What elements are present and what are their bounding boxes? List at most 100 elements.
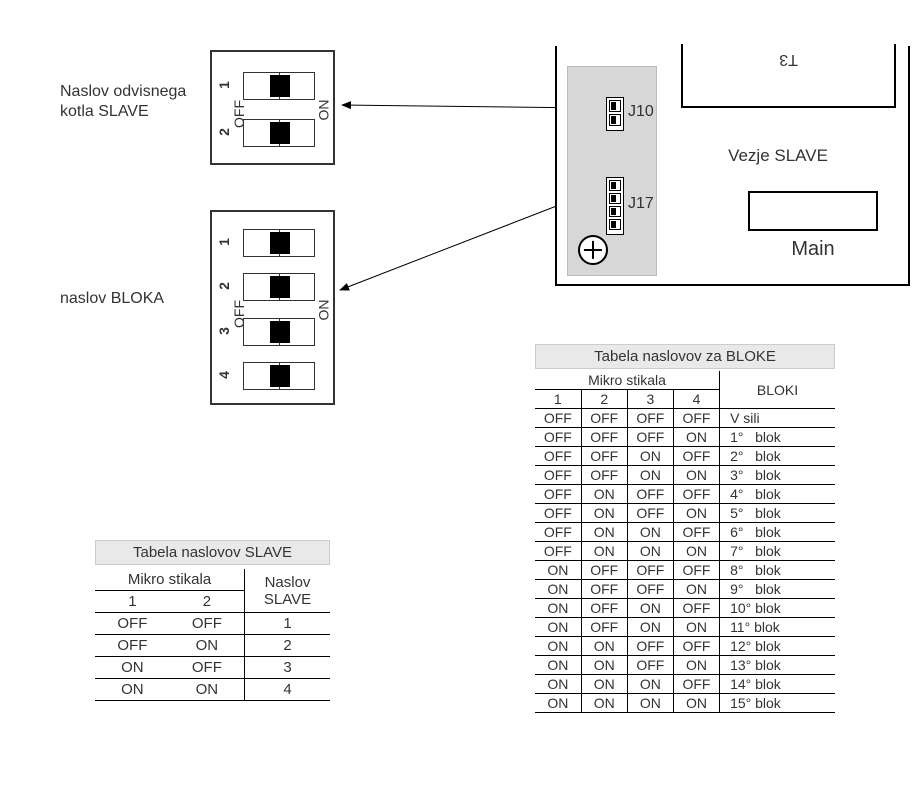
- cell-bloki: 1° blok: [720, 428, 835, 447]
- label-j17: J17: [628, 195, 654, 213]
- cell: OFF: [95, 613, 170, 635]
- cell: ON: [581, 675, 627, 694]
- cell-bloki: 12° blok: [720, 637, 835, 656]
- label-main: Main: [748, 238, 878, 261]
- hdr-col: 1: [535, 390, 581, 409]
- cell: 2: [245, 635, 330, 657]
- cell: ON: [535, 637, 581, 656]
- cell: OFF: [627, 656, 673, 675]
- cell: OFF: [535, 542, 581, 561]
- cell: OFF: [581, 447, 627, 466]
- hdr-naslov: Naslov SLAVE: [245, 569, 330, 613]
- connector-pin: [609, 206, 621, 217]
- cell: OFF: [535, 523, 581, 542]
- table-row: OFFONOFFOFF4° blok: [535, 485, 835, 504]
- cell: ON: [581, 504, 627, 523]
- table-block-wrap: Tabela naslovov za BLOKE Mikro stikalaBL…: [535, 344, 835, 713]
- pcb-cutout: T3: [681, 44, 896, 108]
- cell: ON: [627, 675, 673, 694]
- cell: OFF: [673, 599, 719, 618]
- cell-bloki: V sili: [720, 409, 835, 428]
- cell-bloki: 15° blok: [720, 694, 835, 713]
- cell-bloki: 2° blok: [720, 447, 835, 466]
- table-row: ONONOFFON13° blok: [535, 656, 835, 675]
- cell: ON: [627, 694, 673, 713]
- cell: OFF: [581, 466, 627, 485]
- cell: OFF: [627, 428, 673, 447]
- cell: OFF: [673, 409, 719, 428]
- cell: ON: [627, 466, 673, 485]
- table-row: OFFOFFOFFON1° blok: [535, 428, 835, 447]
- cell: OFF: [95, 635, 170, 657]
- table-row: ONOFFOFFOFF8° blok: [535, 561, 835, 580]
- cell: ON: [627, 599, 673, 618]
- cell: OFF: [535, 466, 581, 485]
- hdr-mikro: Mikro stikala: [95, 569, 245, 591]
- cell: ON: [673, 428, 719, 447]
- pcb-shaded-area: J10 J17: [567, 66, 657, 276]
- arrow-j17: [340, 193, 590, 290]
- cell-bloki: 10° blok: [720, 599, 835, 618]
- cell: OFF: [535, 428, 581, 447]
- table-row: OFFOFFONOFF2° blok: [535, 447, 835, 466]
- cell: OFF: [170, 657, 245, 679]
- cell: OFF: [581, 618, 627, 637]
- cell: OFF: [627, 485, 673, 504]
- cell: ON: [673, 618, 719, 637]
- cell: OFF: [581, 428, 627, 447]
- table-row: OFFONONON7° blok: [535, 542, 835, 561]
- cell-bloki: 5° blok: [720, 504, 835, 523]
- cell: ON: [581, 542, 627, 561]
- cell: ON: [95, 679, 170, 701]
- table-row: ONONOFFOFF12° blok: [535, 637, 835, 656]
- cell: OFF: [535, 504, 581, 523]
- cell: ON: [673, 466, 719, 485]
- label-j10: J10: [628, 103, 654, 121]
- table-row: OFFON2: [95, 635, 330, 657]
- cell: OFF: [627, 561, 673, 580]
- hdr-col: 2: [581, 390, 627, 409]
- cell-bloki: 9° blok: [720, 580, 835, 599]
- cell-bloki: 13° blok: [720, 656, 835, 675]
- connector-pin: [609, 219, 621, 230]
- cell: OFF: [627, 580, 673, 599]
- cell: ON: [535, 675, 581, 694]
- table-row: ONOFFONOFF10° blok: [535, 599, 835, 618]
- table-row: ONOFF3: [95, 657, 330, 679]
- cell: OFF: [673, 561, 719, 580]
- hdr-mikro: Mikro stikala: [535, 371, 720, 390]
- table-row: OFFONOFFON5° blok: [535, 504, 835, 523]
- table-row: ONOFFONON11° blok: [535, 618, 835, 637]
- table-row: OFFOFFOFFOFFV sili: [535, 409, 835, 428]
- cell: ON: [673, 656, 719, 675]
- cell: ON: [170, 679, 245, 701]
- cell: 3: [245, 657, 330, 679]
- cell-bloki: 14° blok: [720, 675, 835, 694]
- cell: OFF: [627, 504, 673, 523]
- table-row: ONOFFOFFON9° blok: [535, 580, 835, 599]
- table-row: OFFOFF1: [95, 613, 330, 635]
- cell: ON: [673, 542, 719, 561]
- connector-pin: [609, 100, 621, 112]
- table-row: ONONONOFF14° blok: [535, 675, 835, 694]
- cell-bloki: 8° blok: [720, 561, 835, 580]
- cell: ON: [535, 580, 581, 599]
- table-block: Mikro stikalaBLOKI1234OFFOFFOFFOFFV sili…: [535, 371, 835, 713]
- table-slave-wrap: Tabela naslovov SLAVE Mikro stikalaNaslo…: [95, 540, 330, 701]
- cell: ON: [535, 618, 581, 637]
- hdr-col: 4: [673, 390, 719, 409]
- table-row: OFFOFFONON3° blok: [535, 466, 835, 485]
- cell: OFF: [673, 675, 719, 694]
- cell: ON: [627, 618, 673, 637]
- cell: ON: [673, 504, 719, 523]
- cell: OFF: [581, 561, 627, 580]
- cell: ON: [627, 447, 673, 466]
- hdr-c1: 1: [95, 591, 170, 613]
- table-row: OFFONONOFF6° blok: [535, 523, 835, 542]
- cell: OFF: [581, 409, 627, 428]
- cell: ON: [627, 542, 673, 561]
- connector-j17: [606, 177, 624, 235]
- label-vezje-slave: Vezje SLAVE: [678, 146, 878, 166]
- table-row: ONONONON15° blok: [535, 694, 835, 713]
- cell: OFF: [673, 447, 719, 466]
